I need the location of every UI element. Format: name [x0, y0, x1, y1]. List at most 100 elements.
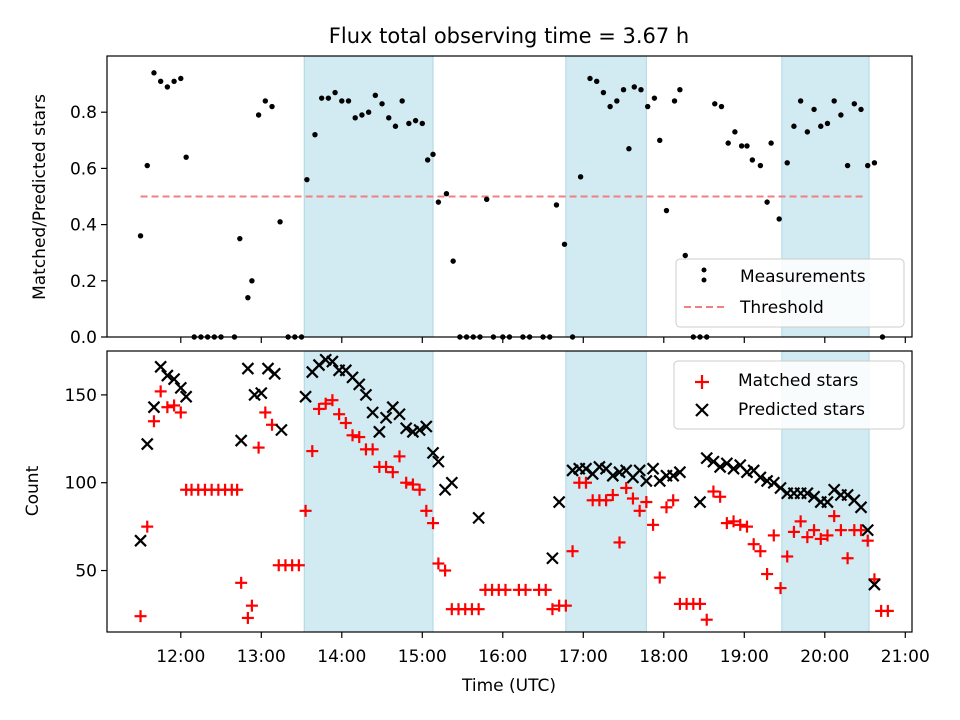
- measurement-point: [749, 157, 756, 163]
- predicted-star-point: [268, 367, 281, 381]
- measurement-point: [339, 98, 345, 104]
- matched-star-point: [694, 597, 707, 610]
- matched-star-point: [881, 604, 894, 617]
- measurement-point: [318, 95, 325, 101]
- matched-star-point: [235, 576, 248, 589]
- matched-star-point: [161, 401, 174, 414]
- matched-star-point: [794, 515, 807, 528]
- measurement-point: [304, 176, 310, 183]
- legend-matched-marker: [695, 375, 709, 389]
- matched-star-point: [828, 510, 841, 523]
- matched-star-point: [292, 559, 305, 572]
- x-tick-label: 16:00: [478, 647, 527, 667]
- measurement-point: [561, 241, 568, 247]
- predicted-star-point: [445, 476, 459, 489]
- measurement-point: [804, 129, 811, 135]
- measurement-point: [865, 162, 871, 169]
- matched-star-point: [814, 532, 827, 545]
- predicted-star-point: [727, 462, 740, 475]
- measurement-point: [614, 98, 620, 104]
- matched-star-point: [640, 496, 653, 509]
- measurement-point: [677, 87, 683, 93]
- predicted-star-point: [646, 462, 660, 475]
- measurement-point: [249, 278, 255, 284]
- predicted-star-point: [167, 372, 181, 386]
- matched-star-point: [393, 450, 406, 463]
- matched-star-point: [174, 406, 187, 419]
- measurement-point: [365, 109, 372, 115]
- predicted-star-point: [693, 495, 707, 509]
- y-tick-label: 0.0: [70, 328, 97, 348]
- measurement-point: [768, 140, 774, 146]
- matched-star-point: [259, 406, 272, 419]
- measurement-point: [587, 75, 593, 82]
- predicted-star-point: [700, 451, 714, 465]
- measurement-point: [553, 202, 560, 208]
- matched-star-point: [299, 504, 312, 517]
- measurement-point: [245, 294, 251, 301]
- x-tick-label: 20:00: [800, 647, 849, 667]
- measurement-point: [600, 89, 607, 96]
- measurement-point: [682, 252, 688, 259]
- measurement-point: [776, 216, 782, 222]
- predicted-star-point: [633, 464, 646, 477]
- legend-predicted-label: Predicted stars: [738, 400, 865, 420]
- measurement-point: [372, 92, 379, 99]
- matched-star-point: [660, 501, 673, 514]
- measurement-point: [577, 174, 584, 180]
- matched-star-point: [427, 517, 440, 530]
- predicted-star-point: [606, 469, 620, 482]
- predicted-star-point: [366, 406, 379, 419]
- legend-matched-label: Matched stars: [738, 371, 858, 391]
- matched-star-point: [546, 603, 559, 616]
- measurement-point: [811, 106, 817, 113]
- predicted-star-point: [393, 407, 406, 421]
- top-panel-frame: [106, 55, 913, 338]
- predicted-star-point: [666, 469, 680, 482]
- predicted-star-point: [801, 486, 814, 500]
- top-legend-frame: [675, 258, 905, 328]
- measurement-point: [399, 98, 405, 104]
- y-tick-label: 50: [75, 562, 97, 582]
- measurement-point: [738, 143, 745, 149]
- measurement-point: [858, 106, 864, 113]
- measurement-point: [435, 199, 442, 205]
- predicted-star-point: [861, 523, 875, 537]
- matched-star-point: [667, 494, 680, 507]
- bottom-panel: 50 100 150 12:00 13:00 14:00 15:00 16:00 17:00 18…: [23, 350, 930, 696]
- matched-star-point: [747, 538, 760, 551]
- measurement-point: [844, 162, 851, 169]
- matched-star-point: [647, 518, 660, 531]
- matched-star-point: [720, 517, 733, 530]
- x-axis-label: Time (UTC): [461, 676, 556, 696]
- measurement-point: [450, 258, 456, 264]
- matched-star-point: [740, 520, 753, 533]
- predicted-star-point: [413, 423, 426, 437]
- x-tick-label: 12:00: [156, 647, 205, 667]
- predicted-star-point: [673, 465, 687, 479]
- chart-title: Flux total observing time = 3.67 h: [329, 24, 689, 48]
- matched-star-point: [306, 445, 319, 458]
- bottom-legend-frame: [673, 360, 905, 430]
- predicted-star-point: [754, 471, 767, 484]
- predicted-star-point: [179, 390, 193, 403]
- measurement-point: [620, 87, 627, 93]
- matched-star-point: [413, 483, 426, 496]
- matched-star-point: [472, 603, 485, 616]
- y-tick-label: 100: [65, 474, 97, 494]
- bottom-panel-ylabel: Count: [23, 465, 43, 516]
- measurement-point: [797, 98, 804, 104]
- observing-interval-band: [303, 55, 434, 338]
- predicted-star-point: [472, 511, 485, 525]
- top-legend: Measurements Threshold: [675, 258, 905, 328]
- matched-star-point: [861, 534, 874, 547]
- matched-star-point: [141, 520, 154, 533]
- count-points: [134, 353, 894, 626]
- measurement-point: [818, 123, 824, 129]
- measurement-point: [443, 190, 450, 197]
- matched-star-point: [559, 599, 572, 612]
- measurement-point: [657, 137, 663, 143]
- y-tick-label: 0.4: [70, 216, 97, 236]
- measurement-point: [744, 143, 750, 149]
